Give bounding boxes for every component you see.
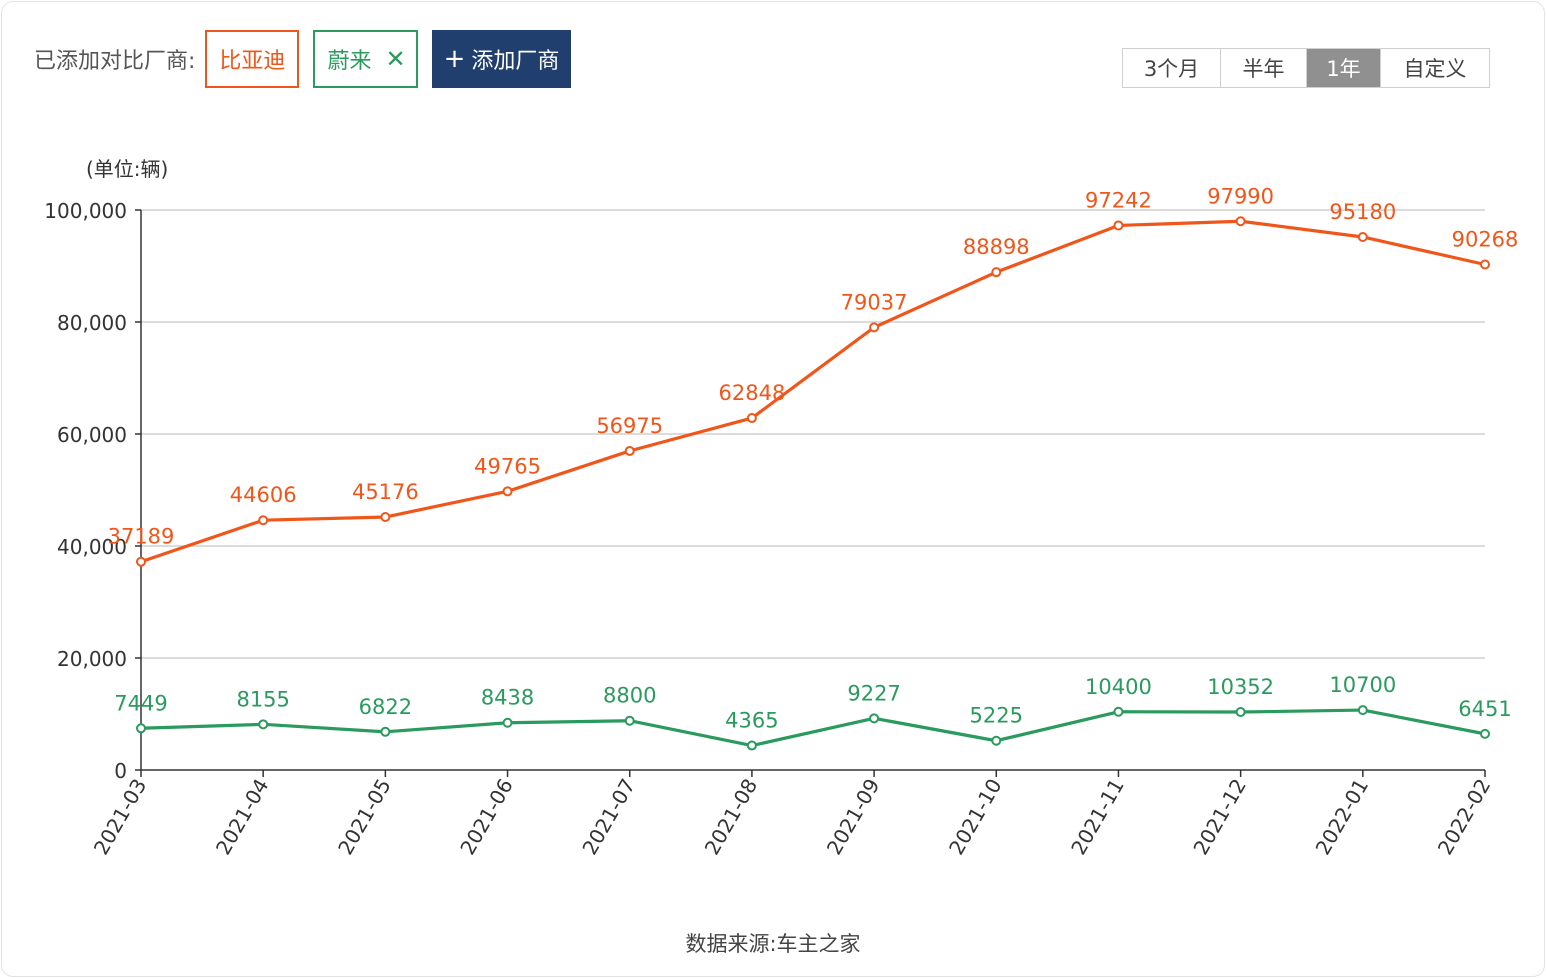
data-point <box>380 512 391 523</box>
x-tick-label: 2021-09 <box>822 775 885 859</box>
unit-label: (单位:辆) <box>86 157 168 181</box>
data-label: 62848 <box>719 381 786 405</box>
data-point <box>869 713 880 724</box>
plus-icon: + <box>443 44 466 74</box>
close-icon[interactable]: ✕ <box>385 45 406 73</box>
data-point <box>746 413 757 424</box>
data-point <box>624 445 635 456</box>
x-tick-label: 2021-08 <box>700 775 763 859</box>
x-tick-label: 2021-05 <box>333 775 396 859</box>
x-tick-label: 2021-07 <box>577 775 640 859</box>
data-label: 7449 <box>114 691 167 715</box>
data-label: 88898 <box>963 235 1030 259</box>
range-option-half-year[interactable]: 半年 <box>1221 49 1307 87</box>
data-label: 37189 <box>108 525 175 549</box>
data-label: 6451 <box>1458 697 1511 721</box>
compare-toolbar: 已添加对比厂商: 比亚迪 蔚来 ✕ + 添加厂商 <box>34 30 572 88</box>
range-option-label: 3个月 <box>1143 57 1200 81</box>
data-point <box>380 726 391 737</box>
data-label: 4365 <box>725 709 778 733</box>
series-line <box>140 708 1486 748</box>
y-tick-label: 20,000 <box>57 647 127 671</box>
data-point <box>746 740 757 751</box>
data-point <box>136 723 146 734</box>
data-label: 8800 <box>603 684 656 708</box>
data-point <box>502 717 513 728</box>
data-point <box>1480 259 1490 270</box>
data-point <box>1480 728 1490 739</box>
series-line <box>140 219 1486 564</box>
data-label: 49765 <box>474 454 541 478</box>
data-label: 90268 <box>1452 227 1519 251</box>
range-option-label: 半年 <box>1242 57 1285 81</box>
data-point <box>991 267 1002 278</box>
y-tick-label: 0 <box>114 759 127 783</box>
add-manufacturer-label: 添加厂商 <box>471 49 560 74</box>
tag-nio-label: 蔚来 <box>327 49 372 74</box>
y-tick-label: 80,000 <box>57 311 127 335</box>
data-label: 95180 <box>1329 200 1396 224</box>
data-label: 8438 <box>481 686 534 710</box>
data-point <box>1113 220 1124 231</box>
range-option-1-year[interactable]: 1年 <box>1307 49 1381 87</box>
tag-nio[interactable]: 蔚来 ✕ <box>313 30 418 88</box>
x-tick-label: 2022-01 <box>1311 775 1374 859</box>
data-point <box>1235 216 1246 227</box>
data-label: 5225 <box>970 704 1023 728</box>
data-label: 8155 <box>236 687 289 711</box>
data-point <box>991 735 1002 746</box>
data-label: 45176 <box>352 480 419 504</box>
data-point <box>624 715 635 726</box>
data-point <box>1113 706 1124 717</box>
data-label: 56975 <box>596 414 663 438</box>
data-point <box>1235 707 1246 718</box>
data-label: 6822 <box>359 695 412 719</box>
compare-label: 已添加对比厂商: <box>34 49 196 74</box>
data-label: 10400 <box>1085 675 1152 699</box>
x-tick-label: 2021-11 <box>1066 775 1129 859</box>
data-point <box>1357 705 1368 716</box>
add-manufacturer-button[interactable]: + 添加厂商 <box>431 30 572 88</box>
range-option-label: 自定义 <box>1403 57 1467 81</box>
range-option-custom[interactable]: 自定义 <box>1381 49 1489 87</box>
range-option-3-months[interactable]: 3个月 <box>1123 49 1221 87</box>
data-label: 97242 <box>1085 188 1152 212</box>
data-point <box>258 719 269 730</box>
x-tick-label: 2021-12 <box>1188 775 1251 859</box>
x-tick-label: 2022-02 <box>1433 775 1496 859</box>
data-point <box>136 556 146 567</box>
data-source: 数据来源:车主之家 <box>685 932 861 956</box>
x-tick-label: 2021-06 <box>455 775 518 859</box>
data-label: 10700 <box>1329 673 1396 697</box>
data-point <box>1357 231 1368 242</box>
range-option-label: 1年 <box>1326 57 1361 81</box>
tag-byd-label: 比亚迪 <box>219 49 286 74</box>
data-label: 10352 <box>1207 675 1274 699</box>
time-range-selector: 3个月 半年 1年 自定义 <box>1122 48 1490 88</box>
tag-byd[interactable]: 比亚迪 <box>205 30 300 88</box>
x-tick-label: 2021-03 <box>89 775 152 859</box>
data-label: 97990 <box>1207 184 1274 208</box>
y-tick-label: 60,000 <box>57 423 127 447</box>
x-tick-label: 2021-04 <box>211 775 274 859</box>
x-tick-label: 2021-10 <box>944 775 1007 859</box>
y-tick-label: 40,000 <box>57 535 127 559</box>
data-label: 44606 <box>230 483 297 507</box>
data-point <box>869 322 880 333</box>
data-label: 9227 <box>847 681 900 705</box>
data-point <box>502 486 513 497</box>
data-label: 79037 <box>841 290 908 314</box>
y-tick-label: 100,000 <box>44 199 127 223</box>
data-point <box>258 515 269 526</box>
